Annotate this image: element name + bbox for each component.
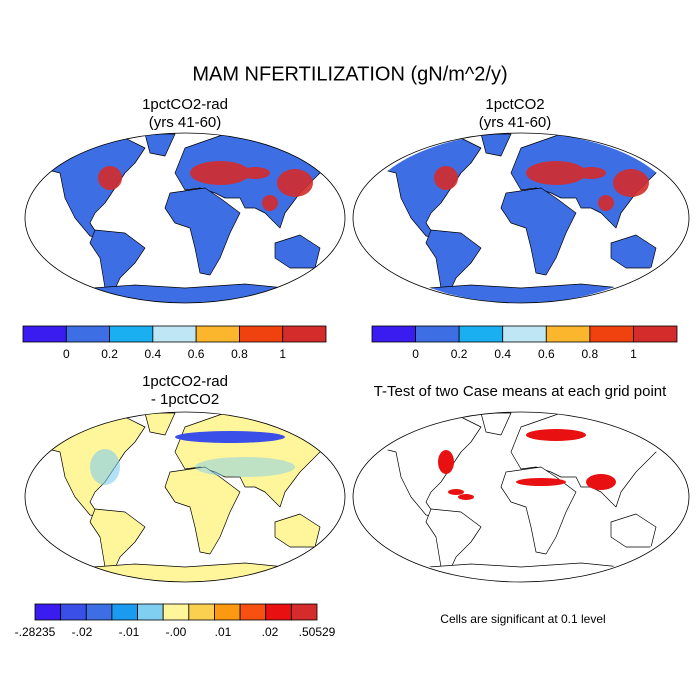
colorbar-label: 0.2 xyxy=(451,347,468,361)
panel-title: (yrs 41-60) xyxy=(149,114,222,131)
colorbar-box xyxy=(371,325,416,343)
colorbar-box xyxy=(415,325,460,343)
colorbar-label: 0.8 xyxy=(231,347,248,361)
colorbar-box xyxy=(502,325,547,343)
panel-title: (yrs 41-60) xyxy=(479,114,552,131)
colorbar-label: -.02 xyxy=(72,625,93,639)
colorbar-box xyxy=(85,603,113,621)
colorbar-label: -.01 xyxy=(119,625,140,639)
colorbar-box xyxy=(633,325,678,343)
panel-title: 1pctCO2 xyxy=(485,96,544,113)
colorbar-box xyxy=(239,603,267,621)
colorbar-box xyxy=(111,603,138,621)
colorbar-label: 0.8 xyxy=(582,347,599,361)
colorbar-box xyxy=(162,603,190,621)
colorbar-box xyxy=(265,603,292,621)
colorbar-label: 0.4 xyxy=(145,347,162,361)
colorbar-box xyxy=(109,325,154,343)
colorbar-box xyxy=(214,603,241,621)
colorbar-box xyxy=(34,603,62,621)
colorbar-box xyxy=(239,325,284,343)
panel-title: T-Test of two Case means at each grid po… xyxy=(374,383,667,400)
note: Cells are significant at 0.1 level xyxy=(440,612,605,626)
colorbar-label: -.28235 xyxy=(15,625,56,639)
colorbar-label: -.00 xyxy=(166,625,187,639)
colorbar-box xyxy=(65,325,110,343)
colorbar-box xyxy=(188,603,215,621)
colorbar-label: .02 xyxy=(262,625,279,639)
colorbar-box xyxy=(458,325,504,343)
colorbar-box xyxy=(152,325,197,343)
colorbar-box xyxy=(589,325,634,343)
colorbar-box xyxy=(60,603,87,621)
colorbar-label: .01 xyxy=(215,625,232,639)
colorbar-label: 0.4 xyxy=(494,347,511,361)
figure-title: MAM NFERTILIZATION (gN/m^2/y) xyxy=(192,63,507,85)
map-panel-3 xyxy=(24,411,346,583)
map-panel-4 xyxy=(352,411,690,583)
colorbar-box xyxy=(22,325,67,343)
map-panel-1 xyxy=(24,132,346,304)
map-panel-2 xyxy=(352,132,690,304)
panel-title: - 1pctCO2 xyxy=(151,391,219,408)
panel-title: 1pctCO2-rad xyxy=(142,373,228,390)
colorbar-label: 1 xyxy=(279,347,286,361)
colorbar-label: 0.6 xyxy=(188,347,205,361)
colorbar-box xyxy=(282,325,327,343)
colorbar-label: 0 xyxy=(412,347,419,361)
panel-title: 1pctCO2-rad xyxy=(142,96,228,113)
colorbar-box xyxy=(290,603,318,621)
colorbar-box xyxy=(137,603,164,621)
colorbar-label: 1 xyxy=(630,347,637,361)
colorbar-box xyxy=(195,325,240,343)
colorbar-label: 0.6 xyxy=(538,347,555,361)
colorbar-label: 0 xyxy=(63,347,70,361)
colorbar-label: .50529 xyxy=(299,625,336,639)
colorbar-box xyxy=(545,325,591,343)
colorbar-label: 0.2 xyxy=(101,347,118,361)
